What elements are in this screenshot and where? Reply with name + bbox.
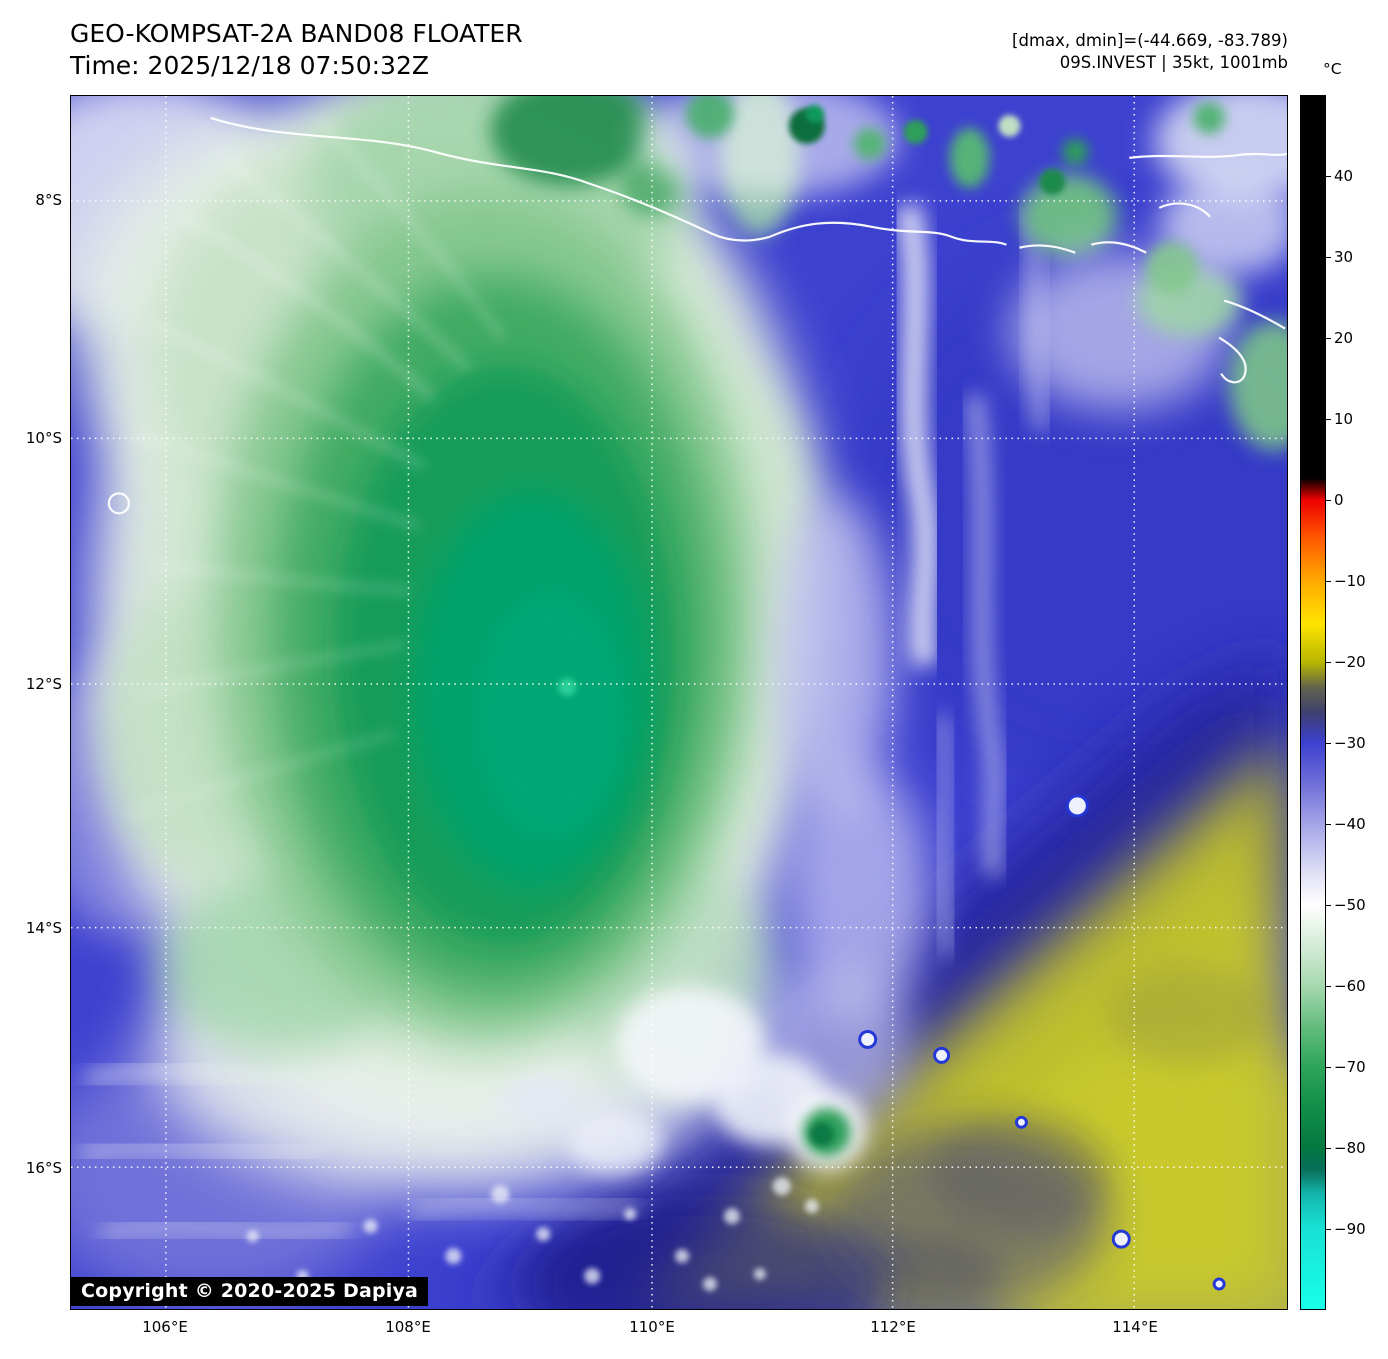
lon-label: 114°E <box>1112 1318 1158 1336</box>
lat-label: 12°S <box>25 675 62 693</box>
colorbar-tick-label: 30 <box>1325 248 1354 266</box>
info-block: [dmax, dmin]=(-44.669, -83.789) 09S.INVE… <box>1012 30 1288 74</box>
colorbar-tick-label: −50 <box>1326 896 1366 914</box>
lat-label: 16°S <box>25 1159 62 1177</box>
lat-label: 14°S <box>25 919 62 937</box>
satellite-map: Copyright © 2020-2025 Dapiya <box>70 95 1288 1310</box>
colorbar-tick-label: 20 <box>1325 329 1354 347</box>
colorbar-tick-label: −30 <box>1326 734 1366 752</box>
lon-label: 112°E <box>870 1318 916 1336</box>
south-cloud-cells <box>246 986 867 1292</box>
timestamp: Time: 2025/12/18 07:50:32Z <box>70 51 429 80</box>
page-title: GEO-KOMPSAT-2A BAND08 FLOATER <box>70 19 523 48</box>
lat-label: 8°S <box>35 191 62 209</box>
colorbar-tick-label: −40 <box>1326 815 1366 833</box>
colorbar-tick-label: −10 <box>1326 572 1366 590</box>
colorbar-tick-label: 10 <box>1325 410 1354 428</box>
colorbar-unit: °C <box>1323 60 1342 78</box>
colorbar-tick-label: 40 <box>1325 167 1354 185</box>
title-block: GEO-KOMPSAT-2A BAND08 FLOATER Time: 2025… <box>70 18 523 82</box>
coastlines <box>107 116 1287 515</box>
colorbar-tick-label: −20 <box>1326 653 1366 671</box>
gridlines <box>71 96 1287 1309</box>
lon-label: 106°E <box>142 1318 188 1336</box>
satellite-image <box>71 96 1287 1309</box>
colorbar-tick-label: 0 <box>1326 491 1344 509</box>
colorbar-tick-label: −60 <box>1326 977 1366 995</box>
colorbar-tick-label: −90 <box>1326 1220 1366 1238</box>
copyright: Copyright © 2020-2025 Dapiya <box>71 1277 429 1306</box>
isolated-cloud-specks <box>858 794 1226 1291</box>
colorbar-tick-label: −70 <box>1326 1058 1366 1076</box>
dmax-dmin-readout: [dmax, dmin]=(-44.669, -83.789) <box>1012 31 1288 50</box>
colorbar-tick-label: −80 <box>1326 1139 1366 1157</box>
lon-label: 110°E <box>629 1318 675 1336</box>
lon-label: 108°E <box>385 1318 431 1336</box>
storm-cloud-mass <box>71 96 820 1195</box>
storm-info: 09S.INVEST | 35kt, 1001mb <box>1059 53 1288 72</box>
island-convection <box>640 96 1287 451</box>
lat-label: 10°S <box>25 429 62 447</box>
cirrus-streaks <box>125 115 506 820</box>
colorbar-gradient <box>1300 95 1326 1310</box>
